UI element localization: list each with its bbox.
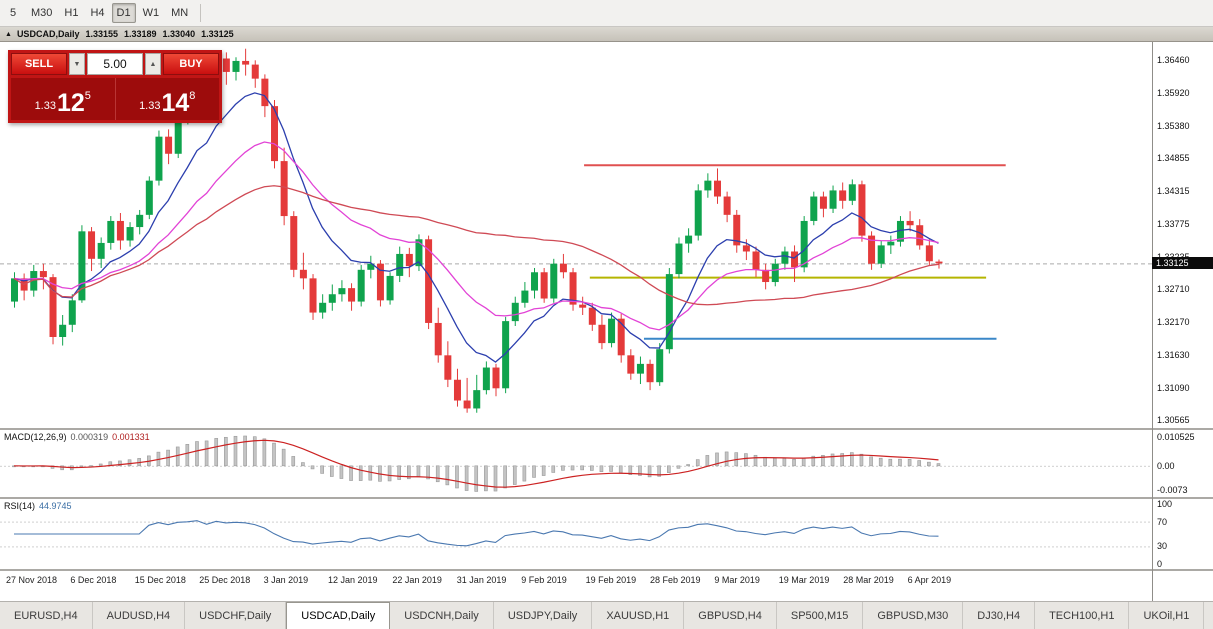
chart-tab-eurusd-h4[interactable]: EURUSD,H4: [0, 602, 93, 629]
one-click-trading-widget: SELL ▼ ▲ BUY 1.33 12 5 1.33 14 8: [8, 50, 222, 123]
rsi-indicator-canvas[interactable]: [0, 499, 1152, 569]
ohlc-open: 1.33155: [85, 29, 118, 39]
date-axis[interactable]: 27 Nov 2018 6 Dec 2018 15 Dec 2018 25 Dec 2…: [0, 571, 1152, 601]
rsi-axis-label: 30: [1157, 541, 1168, 552]
buy-price-prefix: 1.33: [139, 100, 161, 112]
chart-tab-usdcad-daily[interactable]: USDCAD,Daily: [286, 602, 391, 629]
chart-tab-gbpusd-h4[interactable]: GBPUSD,H4: [684, 602, 777, 629]
price-axis-label: 1.31090: [1157, 382, 1190, 393]
date-label: 22 Jan 2019: [392, 575, 442, 585]
chart-tab-usdcnh-daily[interactable]: USDCNH,Daily: [390, 602, 494, 629]
toolbar-separator: [200, 4, 202, 22]
chart-tab-sp500-m15[interactable]: SP500,M15: [777, 602, 864, 629]
chart-tab-usdjpy-daily[interactable]: USDJPY,Daily: [494, 602, 593, 629]
timeframe-button-H4[interactable]: H4: [90, 7, 105, 19]
timeframe-button-M30[interactable]: M30: [31, 7, 53, 19]
ohlc-close: 1.33125: [201, 29, 234, 39]
date-label: 27 Nov 2018: [6, 575, 58, 585]
chevron-up-icon: ▲: [149, 60, 157, 68]
buy-button[interactable]: BUY: [163, 53, 219, 75]
rsi-panel-label: RSI(14) 44.9745: [4, 501, 72, 511]
price-axis-label: 1.31630: [1157, 349, 1190, 360]
chevron-down-icon: ▼: [73, 60, 81, 68]
macd-axis[interactable]: 0.010525 0.00 -0.0073: [1154, 430, 1213, 497]
panel-splitter[interactable]: [0, 428, 1213, 430]
volume-decrease-button[interactable]: ▼: [69, 53, 85, 75]
sell-price-prefix: 1.33: [34, 100, 56, 112]
price-axis-label: 1.34315: [1157, 185, 1190, 196]
volume-input[interactable]: [87, 53, 143, 75]
timeframe-button-D1[interactable]: D1: [111, 3, 136, 23]
macd-panel-label: MACD(12,26,9) 0.000319 0.001331: [4, 432, 150, 442]
macd-axis-label: 0.00: [1157, 460, 1175, 471]
buy-price-pips: 14: [161, 89, 190, 117]
panel-splitter[interactable]: [0, 497, 1213, 499]
date-label: 31 Jan 2019: [456, 575, 507, 585]
date-label: 28 Feb 2019: [650, 575, 701, 585]
ohlc-high: 1.33189: [124, 29, 157, 39]
volume-increase-button[interactable]: ▲: [145, 53, 161, 75]
date-label: 6 Dec 2018: [70, 575, 117, 585]
timeframe-button-MN[interactable]: MN: [171, 7, 189, 19]
macd-signal-value: 0.001331: [112, 432, 150, 442]
macd-axis-label: -0.0073: [1157, 485, 1188, 495]
price-axis-label: 1.35380: [1157, 120, 1190, 131]
price-axis-label: 1.30565: [1157, 414, 1190, 425]
date-label: 6 Apr 2019: [907, 575, 952, 585]
sell-price-point: 5: [84, 90, 91, 102]
timeframe-button-5[interactable]: 5: [9, 7, 17, 19]
sell-price-pips: 12: [56, 89, 85, 117]
chart-tab-gbpusd-m30[interactable]: GBPUSD,M30: [863, 602, 964, 629]
price-axis-border: [1152, 42, 1153, 601]
rsi-axis[interactable]: 100 70 30 0: [1154, 499, 1213, 569]
rsi-axis-label: 70: [1157, 516, 1168, 527]
current-price-tag: 1.33125: [1152, 257, 1213, 270]
rsi-axis-label: 0: [1157, 559, 1163, 569]
date-label: 9 Mar 2019: [714, 575, 760, 585]
date-label: 28 Mar 2019: [843, 575, 894, 585]
price-axis-label: 1.33775: [1157, 218, 1190, 229]
chart-tab-tech100-h1[interactable]: TECH100,H1: [1035, 602, 1130, 629]
rsi-value: 44.9745: [39, 501, 72, 511]
price-axis-label: 1.34855: [1157, 152, 1190, 163]
macd-main-value: 0.000319: [70, 432, 109, 442]
timeframe-button-H1[interactable]: H1: [64, 7, 79, 19]
sell-button[interactable]: SELL: [11, 53, 67, 75]
chart-title: USDCAD,Daily: [16, 29, 80, 39]
date-label: 3 Jan 2019: [263, 575, 309, 585]
date-label: 12 Jan 2019: [328, 575, 378, 585]
macd-indicator-canvas[interactable]: [0, 430, 1152, 497]
chart-titlebar[interactable]: ▲ USDCAD,Daily 1.33155 1.33189 1.33040 1…: [0, 27, 1213, 42]
chart-tab-xauusd-h1[interactable]: XAUUSD,H1: [592, 602, 685, 629]
price-axis[interactable]: 1.33125 1.36460 1.35920 1.35380 1.34855 1.34…: [1152, 42, 1213, 428]
date-label: 9 Feb 2019: [521, 575, 567, 585]
chart-tab-audusd-h4[interactable]: AUDUSD,H4: [93, 602, 186, 629]
chart-tab-usdchf-daily[interactable]: USDCHF,Daily: [185, 602, 287, 629]
chart-tab-dj30-h4[interactable]: DJ30,H4: [963, 602, 1036, 629]
chart-tab-ukoil-h1[interactable]: UKOil,H1: [1129, 602, 1205, 629]
sell-price-display: 1.33 12 5: [11, 78, 115, 120]
date-label: 19 Mar 2019: [778, 575, 830, 585]
price-axis-label: 1.32710: [1157, 283, 1190, 294]
price-axis-label: 1.36460: [1157, 54, 1190, 65]
date-label: 15 Dec 2018: [134, 575, 186, 585]
price-axis-label: 1.33235: [1157, 252, 1190, 262]
timeframe-toolbar: 5 M30 H1 H4 D1 W1 MN: [0, 0, 1213, 27]
macd-name: MACD(12,26,9): [4, 432, 67, 442]
date-label: 19 Feb 2019: [585, 575, 637, 585]
buy-price-point: 8: [189, 90, 196, 102]
date-label: 25 Dec 2018: [199, 575, 251, 585]
rsi-axis-label: 100: [1157, 499, 1173, 509]
ohlc-low: 1.33040: [162, 29, 196, 39]
macd-axis-label: 0.010525: [1157, 432, 1195, 442]
buy-price-display: 1.33 14 8: [114, 78, 220, 120]
chart-tabs-bar: EURUSD,H4 AUDUSD,H4 USDCHF,Daily USDCAD,Dai…: [0, 601, 1213, 629]
price-axis-label: 1.32170: [1157, 316, 1190, 327]
rsi-name: RSI(14): [4, 501, 36, 511]
panel-splitter[interactable]: [0, 569, 1213, 571]
price-axis-label: 1.35920: [1157, 87, 1190, 98]
timeframe-button-W1[interactable]: W1: [142, 7, 160, 19]
chart-window-icon: ▲: [5, 30, 12, 38]
